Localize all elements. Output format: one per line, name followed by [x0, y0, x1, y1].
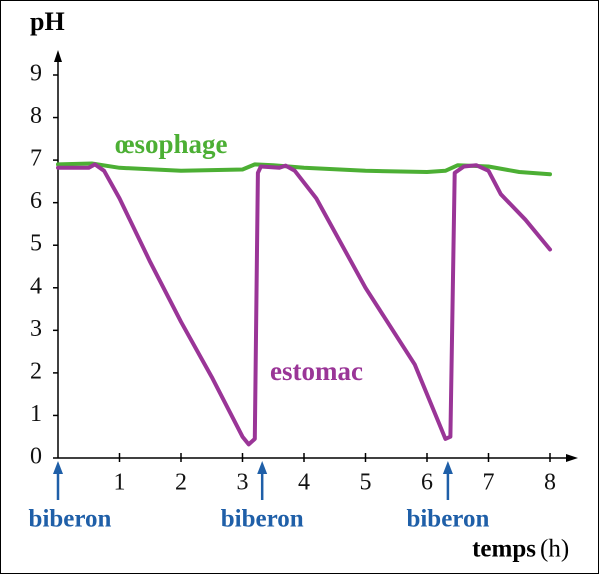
y-axis-arrow — [54, 50, 62, 62]
y-tick-label: 6 — [30, 188, 42, 214]
x-axis-label: temps — [472, 536, 536, 563]
x-axis-unit: (h) — [540, 536, 569, 563]
y-tick-label: 8 — [30, 103, 42, 129]
arrow-head — [53, 461, 63, 474]
y-tick-label: 4 — [30, 273, 42, 299]
x-tick-label: 5 — [360, 470, 372, 496]
y-axis-label: pH — [30, 7, 65, 36]
y-tick-label: 1 — [30, 401, 42, 427]
arrow-head — [257, 461, 268, 474]
y-tick-label: 0 — [30, 444, 42, 470]
x-axis-arrow — [566, 454, 578, 462]
y-tick-label: 5 — [30, 231, 42, 257]
x-tick-label: 7 — [483, 470, 495, 496]
x-tick-label: 6 — [421, 470, 433, 496]
arrow-head — [442, 461, 453, 474]
x-tick-label: 1 — [114, 470, 126, 496]
x-tick-label: 2 — [175, 470, 187, 496]
series-label: estomac — [270, 356, 363, 386]
series-label: œsophage — [115, 129, 228, 159]
y-tick-label: 3 — [30, 316, 42, 342]
annotation: biberon — [29, 506, 112, 533]
x-tick-label: 4 — [298, 470, 310, 496]
annotation: biberon — [221, 506, 304, 533]
y-tick-label: 2 — [30, 358, 42, 384]
x-tick-label: 8 — [544, 470, 556, 496]
series-line — [56, 162, 552, 447]
annotation: biberon — [406, 506, 489, 533]
y-tick-label: 7 — [30, 146, 42, 172]
x-tick-label: 3 — [237, 470, 249, 496]
y-tick-label: 9 — [30, 61, 42, 87]
